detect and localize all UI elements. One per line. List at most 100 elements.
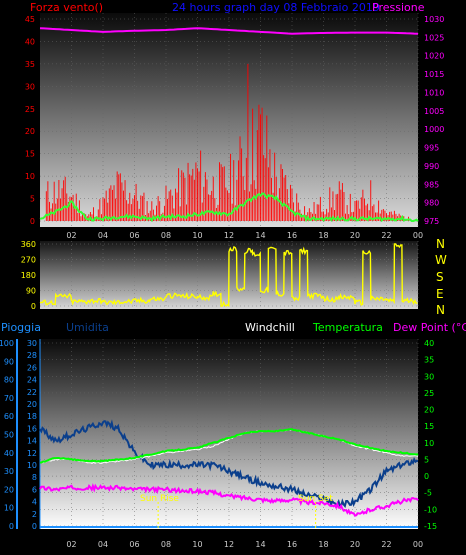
direction-tick-label: 0 bbox=[31, 302, 36, 311]
wind-axis-label: Forza vento() bbox=[30, 1, 103, 14]
humidity-tick-label: 20 bbox=[27, 400, 37, 409]
dewpoint-line bbox=[39, 482, 419, 517]
rain-tick-label: 40 bbox=[4, 449, 14, 458]
sun-rise-label: Sun Rise bbox=[140, 494, 179, 504]
wind-tick-label: 35 bbox=[25, 60, 35, 69]
humidity-tick-label: 26 bbox=[27, 363, 37, 372]
pressure-tick-label: 1000 bbox=[424, 125, 444, 134]
humidity-tick-label: 22 bbox=[27, 388, 37, 397]
x-tick-label: 04 bbox=[98, 540, 108, 549]
rain-axis-label: Pioggia bbox=[1, 321, 41, 334]
temperature-legend: Temperatura bbox=[312, 321, 383, 334]
pressure-tick-label: 995 bbox=[424, 144, 439, 153]
direction-tick-label: 180 bbox=[21, 271, 36, 280]
direction-tick-label: 360 bbox=[21, 240, 36, 249]
pressure-tick-label: 1020 bbox=[424, 52, 444, 61]
temperature-tick-label: 30 bbox=[424, 372, 434, 381]
temperature-line bbox=[39, 428, 419, 464]
rain-tick-label: 50 bbox=[4, 431, 14, 440]
pressure-tick-label: 1030 bbox=[424, 15, 444, 24]
x-tick-label: 04 bbox=[98, 231, 108, 240]
humidity-tick-label: 12 bbox=[27, 449, 37, 458]
humidity-tick-label: 18 bbox=[27, 412, 37, 421]
humidity-tick-label: 2 bbox=[32, 510, 37, 519]
x-tick-label: 16 bbox=[287, 540, 297, 549]
humidity-tick-label: 16 bbox=[27, 424, 37, 433]
rain-tick-label: 60 bbox=[4, 412, 14, 421]
temperature-tick-label: 25 bbox=[424, 389, 434, 398]
rain-tick-label: 70 bbox=[4, 394, 14, 403]
x-tick-label: 20 bbox=[350, 231, 360, 240]
temperature-tick-label: 20 bbox=[424, 406, 434, 415]
humidity-tick-label: 30 bbox=[27, 339, 37, 348]
temperature-tick-label: 35 bbox=[424, 356, 434, 365]
pressure-tick-label: 990 bbox=[424, 162, 439, 171]
humidity-tick-label: 6 bbox=[32, 485, 37, 494]
wind-direction-line bbox=[39, 243, 418, 308]
temperature-tick-label: 15 bbox=[424, 422, 434, 431]
x-tick-label: 08 bbox=[161, 231, 171, 240]
pressure-tick-label: 1025 bbox=[424, 33, 444, 42]
humidity-axis-label: Umidita bbox=[66, 321, 109, 334]
wind-tick-label: 5 bbox=[30, 195, 35, 204]
x-tick-label: 06 bbox=[129, 231, 139, 240]
humidity-tick-label: 0 bbox=[32, 522, 37, 531]
temperature-tick-label: 5 bbox=[424, 455, 429, 464]
x-tick-label: 08 bbox=[161, 540, 171, 549]
pressure-tick-label: 1010 bbox=[424, 88, 444, 97]
compass-w: W bbox=[435, 253, 447, 267]
temperature-tick-label: -15 bbox=[424, 522, 437, 531]
x-tick-label: 16 bbox=[287, 231, 297, 240]
x-tick-label: 18 bbox=[318, 231, 328, 240]
direction-tick-label: 90 bbox=[26, 287, 36, 296]
wind-tick-label: 15 bbox=[25, 150, 35, 159]
pressure-line bbox=[39, 27, 419, 35]
pressure-tick-label: 985 bbox=[424, 180, 439, 189]
rain-tick-label: 0 bbox=[9, 522, 14, 531]
humidity-tick-label: 14 bbox=[27, 437, 37, 446]
wind-tick-label: 30 bbox=[25, 82, 35, 91]
x-tick-label: 00 bbox=[413, 231, 423, 240]
windchill-legend: Windchill bbox=[245, 321, 295, 334]
x-tick-label: 10 bbox=[192, 540, 202, 549]
temperature-tick-label: -10 bbox=[424, 505, 437, 514]
wind-panel bbox=[40, 13, 418, 227]
x-tick-label: 18 bbox=[318, 540, 328, 549]
rain-tick-label: 20 bbox=[4, 485, 14, 494]
dewpoint-legend: Dew Point (°C) bbox=[393, 321, 466, 334]
temperature-tick-label: -5 bbox=[424, 489, 432, 498]
temperature-tick-label: 40 bbox=[424, 339, 434, 348]
pressure-axis-label: Pressione bbox=[372, 1, 425, 14]
temperature-tick-label: 0 bbox=[424, 472, 429, 481]
rain-tick-label: 10 bbox=[4, 504, 14, 513]
wind-tick-label: 0 bbox=[30, 217, 35, 226]
rain-tick-label: 100 bbox=[0, 339, 14, 348]
x-tick-label: 12 bbox=[224, 540, 234, 549]
x-tick-label: 00 bbox=[413, 540, 423, 549]
compass-e: E bbox=[436, 287, 444, 301]
direction-tick-label: 270 bbox=[21, 256, 36, 265]
x-tick-label: 02 bbox=[66, 231, 76, 240]
sun-set-label: Sun Set bbox=[298, 494, 333, 504]
temperature-tick-label: 10 bbox=[424, 439, 434, 448]
wind-tick-label: 45 bbox=[25, 15, 35, 24]
pressure-tick-label: 1015 bbox=[424, 70, 444, 79]
wind-average-line bbox=[39, 192, 419, 223]
humidity-line bbox=[39, 419, 419, 509]
humidity-tick-label: 10 bbox=[27, 461, 37, 470]
humidity-tick-label: 28 bbox=[27, 351, 37, 360]
pressure-tick-label: 1005 bbox=[424, 107, 444, 116]
rain-tick-label: 30 bbox=[4, 467, 14, 476]
humidity-tick-label: 8 bbox=[32, 473, 37, 482]
compass-n-bottom: N bbox=[436, 303, 445, 317]
humidity-tick-label: 4 bbox=[32, 498, 37, 507]
temperature-panel bbox=[40, 339, 418, 529]
chart-title: 24 hours graph day 08 Febbraio 2019 bbox=[172, 1, 380, 14]
compass-s: S bbox=[436, 270, 444, 284]
rain-tick-label: 90 bbox=[4, 357, 14, 366]
rain-tick-label: 80 bbox=[4, 376, 14, 385]
wind-tick-label: 25 bbox=[25, 105, 35, 114]
x-tick-label: 10 bbox=[192, 231, 202, 240]
